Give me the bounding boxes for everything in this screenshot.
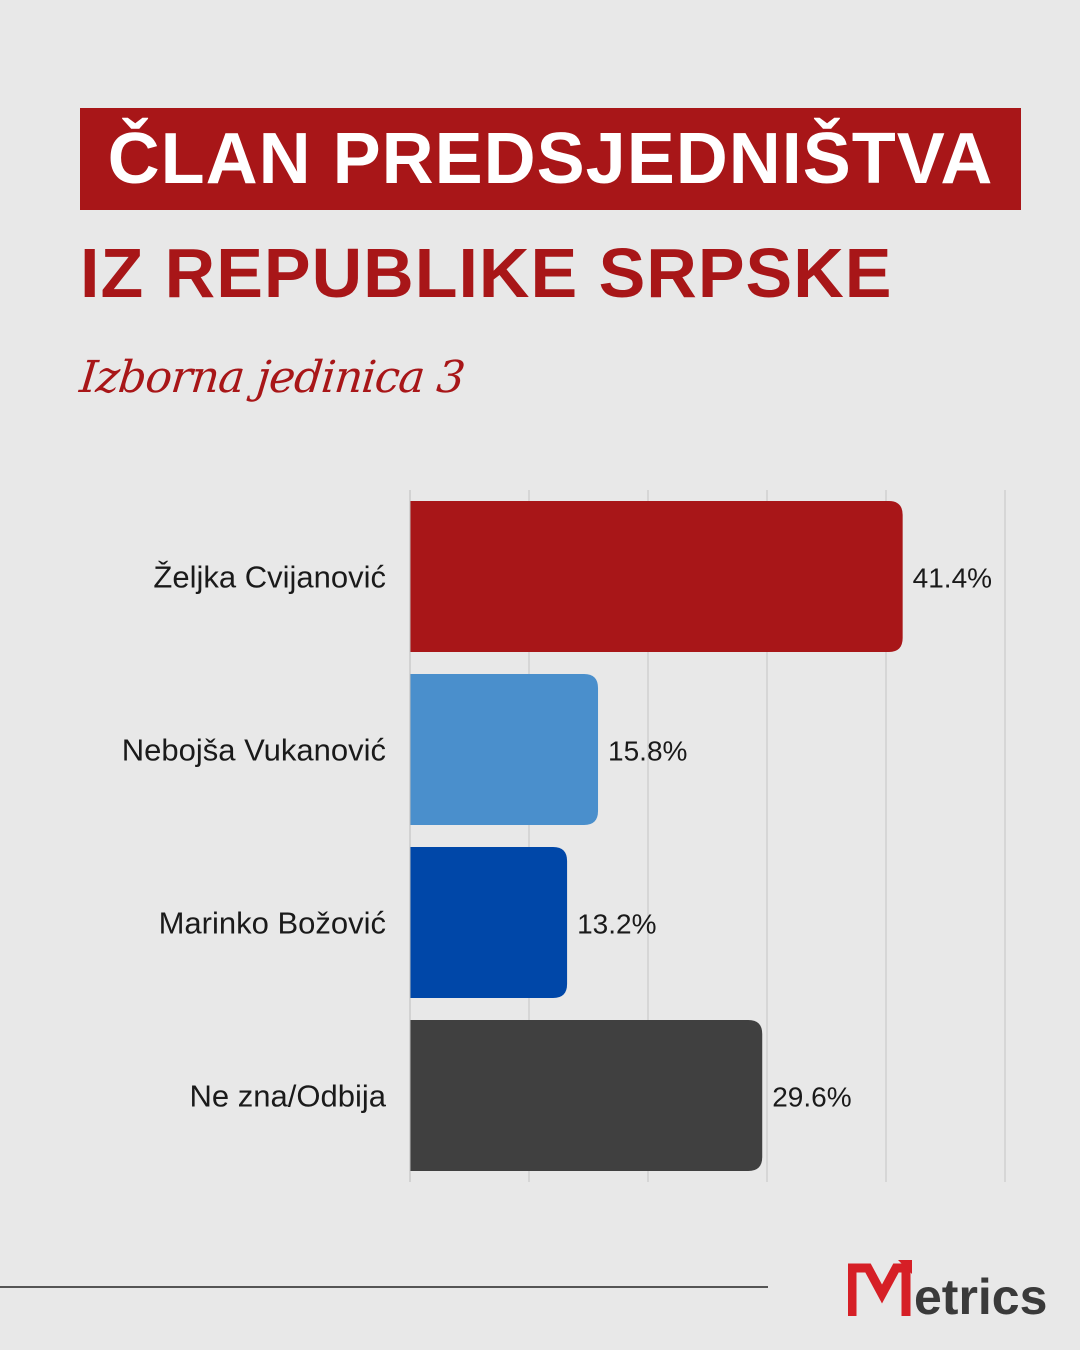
title-banner [80, 108, 1021, 210]
bar-group: Željka Cvijanović 41.4% [153, 501, 992, 652]
bar [410, 847, 568, 998]
page-title-secondary: IZ REPUBLIKE SRPSKE [80, 234, 893, 312]
page-title: ČLAN PREDSJEDNIŠTVA [107, 119, 994, 199]
bar-group: Nebojša Vukanović 15.8% [122, 674, 687, 825]
footer-divider [0, 1286, 768, 1288]
metrics-logo: etrics [848, 1260, 1047, 1322]
category-label: Željka Cvijanović [153, 560, 386, 595]
category-label: Ne zna/Odbija [190, 1079, 387, 1114]
bar [410, 1020, 763, 1171]
svg-text:etrics: etrics [914, 1269, 1047, 1322]
bar-group: Ne zna/Odbija 29.6% [190, 1020, 852, 1171]
category-label: Nebojša Vukanović [122, 733, 386, 768]
value-label: 29.6% [772, 1082, 851, 1113]
value-label: 13.2% [577, 909, 656, 940]
bar-group: Marinko Božović 13.2% [159, 847, 656, 998]
bar [410, 674, 599, 825]
value-label: 41.4% [913, 563, 992, 594]
value-label: 15.8% [608, 736, 687, 767]
bar [410, 501, 903, 652]
category-label: Marinko Božović [159, 906, 386, 941]
